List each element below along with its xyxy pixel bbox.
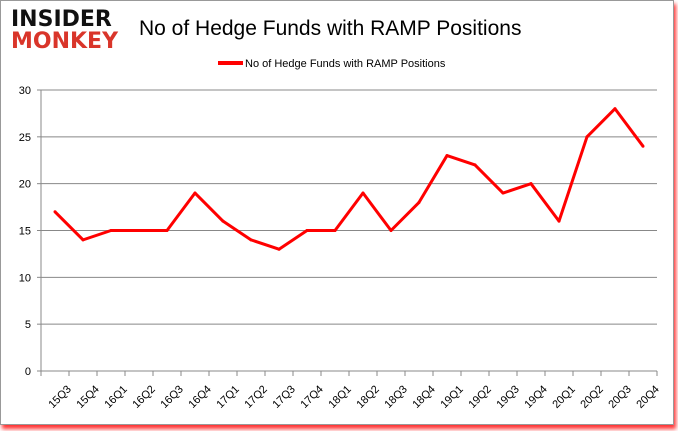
data-point [53, 210, 57, 214]
x-tick-label: 19Q1 [438, 383, 466, 411]
data-point [445, 154, 449, 158]
y-tick-label: 20 [19, 179, 31, 191]
y-tick-label: 30 [19, 85, 31, 97]
x-tick-label: 19Q4 [522, 383, 550, 411]
data-point [277, 247, 281, 251]
y-tick-label: 10 [19, 272, 31, 284]
x-tick-label: 17Q3 [270, 383, 298, 411]
y-tick-label: 25 [19, 132, 31, 144]
data-point [557, 219, 561, 223]
x-tick-label: 20Q1 [550, 383, 578, 411]
data-point [361, 191, 365, 195]
data-point [137, 229, 141, 232]
x-tick-label: 17Q2 [242, 383, 270, 411]
x-tick-label: 20Q2 [578, 383, 606, 411]
x-tick-label: 16Q3 [158, 383, 186, 411]
x-tick-label: 16Q2 [130, 383, 158, 411]
logo-line2: MONKEY [11, 29, 119, 54]
x-tick-label: 18Q2 [354, 383, 382, 411]
data-point [417, 200, 421, 204]
data-point [529, 182, 533, 186]
legend-label: No of Hedge Funds with RAMP Positions [245, 58, 446, 70]
x-tick-label: 17Q1 [214, 383, 242, 411]
data-point [305, 229, 309, 232]
y-tick-label: 0 [25, 366, 31, 378]
data-point [473, 163, 477, 167]
x-tick-label: 17Q4 [298, 383, 326, 411]
x-tick-label: 19Q3 [494, 383, 522, 411]
data-point [193, 191, 197, 195]
data-point [389, 229, 393, 232]
y-tick-label: 15 [19, 226, 31, 238]
series-line [53, 107, 645, 251]
data-point [585, 135, 589, 139]
data-point [249, 238, 253, 242]
x-tick-label: 18Q4 [410, 383, 438, 411]
data-point [221, 219, 225, 223]
x-tick-label: 20Q3 [606, 383, 634, 411]
insider-monkey-logo: INSIDER MONKEY [11, 9, 118, 53]
data-point [501, 191, 505, 195]
x-tick-label: 15Q4 [74, 383, 102, 411]
x-tick-label: 15Q3 [46, 383, 74, 411]
x-tick-label: 20Q4 [634, 383, 662, 411]
x-tick-label: 16Q4 [186, 383, 214, 411]
y-tick-label: 5 [25, 319, 31, 331]
x-tick-label: 16Q1 [102, 383, 130, 411]
x-tick-label: 19Q2 [466, 383, 494, 411]
x-tick-label: 18Q1 [326, 383, 354, 411]
data-point [81, 238, 85, 242]
logo-line1: INSIDER [11, 7, 112, 32]
data-point [165, 229, 169, 232]
line-chart: 0 5 10 15 20 25 30 15Q3 15Q4 16Q1 16Q2 16Q3 16Q4 17Q1… [19, 58, 662, 411]
chart-title: No of Hedge Funds with RAMP Positions [139, 17, 522, 40]
data-point [333, 229, 337, 232]
data-point [109, 229, 113, 232]
data-point [641, 144, 645, 148]
data-point [613, 107, 617, 111]
x-tick-label: 18Q3 [382, 383, 410, 411]
